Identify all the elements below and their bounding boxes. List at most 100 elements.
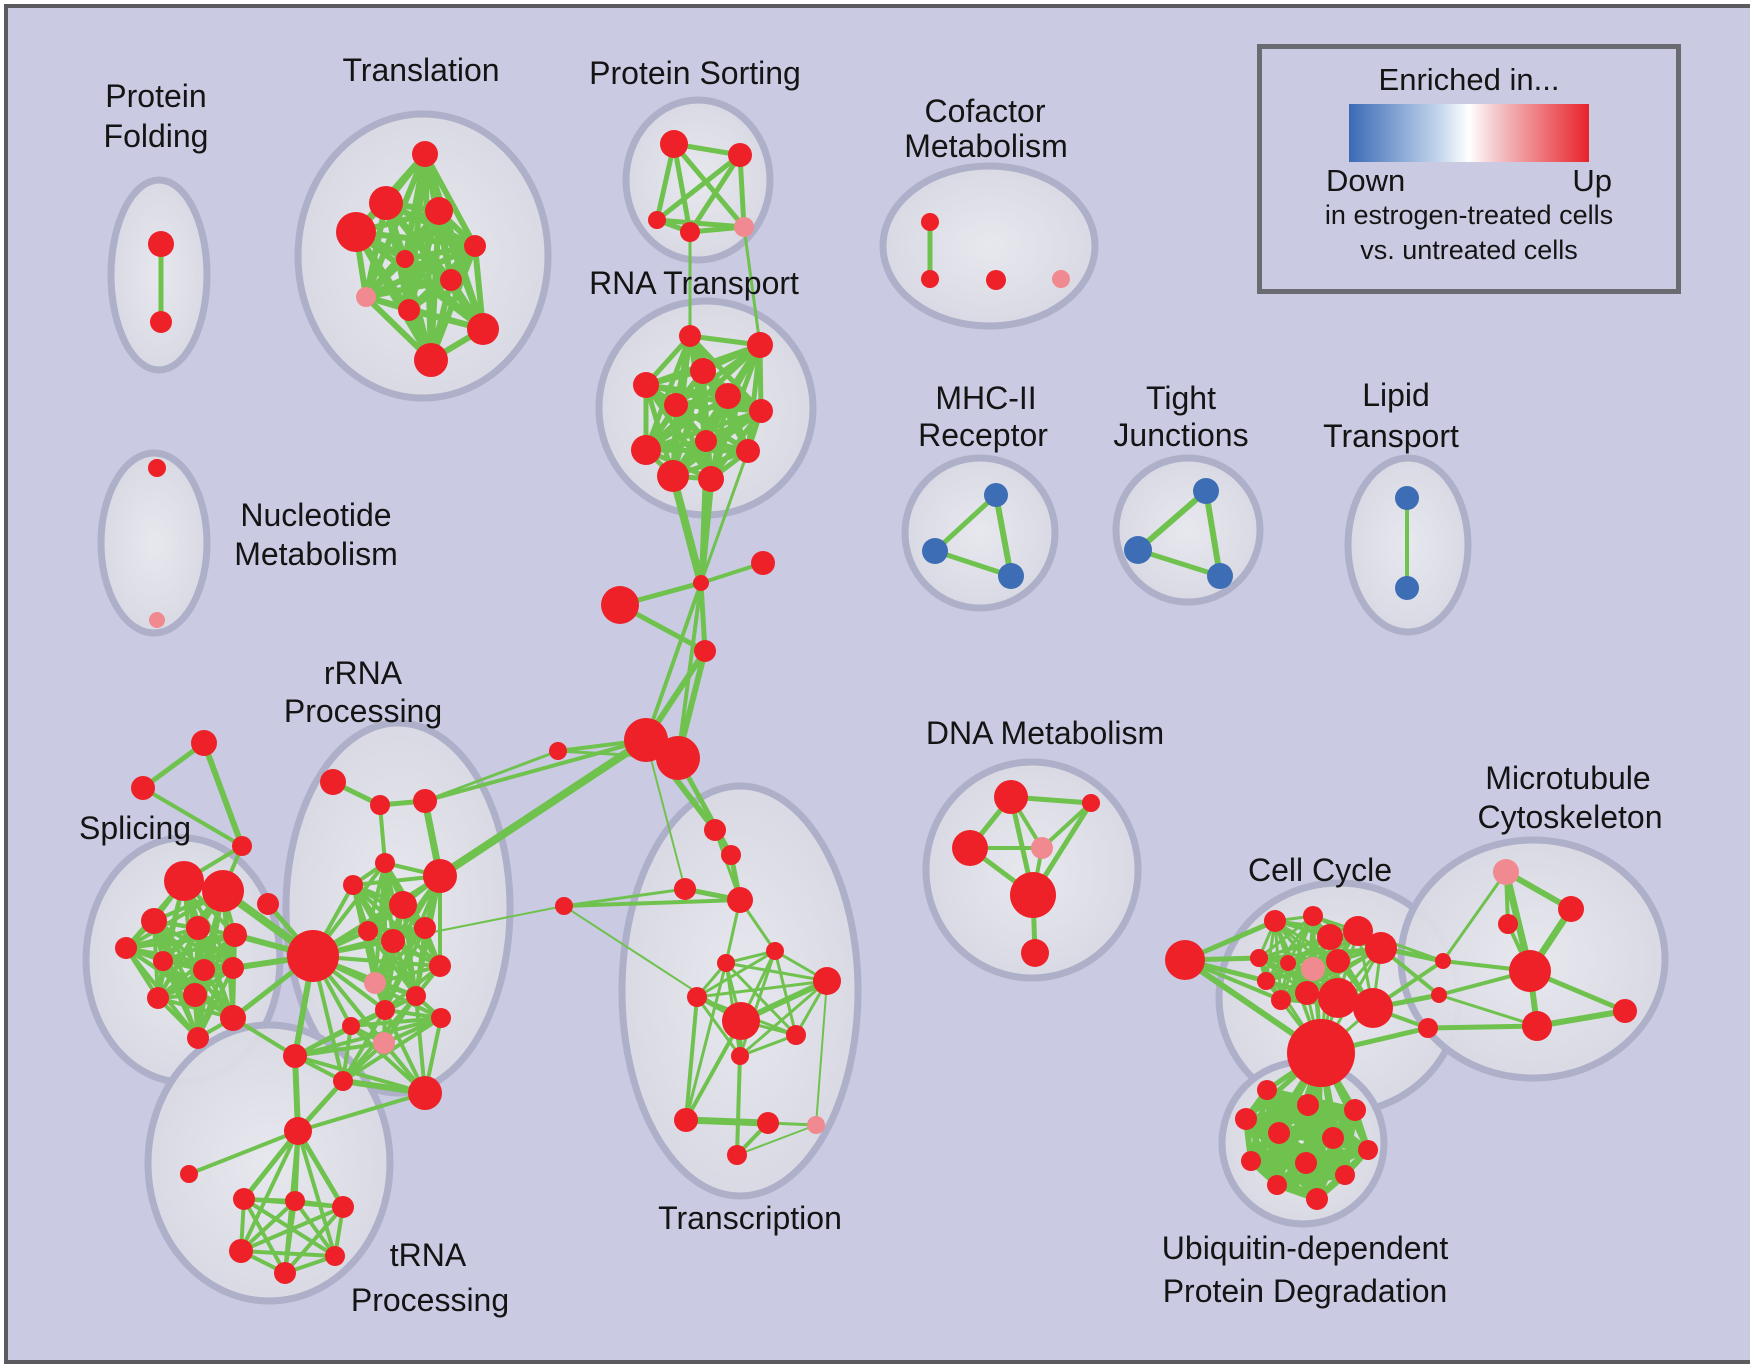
network-node-protein_sorting [660, 130, 688, 158]
network-node-cellcycle [1343, 916, 1373, 946]
network-node-splicing [164, 861, 204, 901]
legend-endpoint-labels: Down Up [1326, 164, 1612, 198]
network-node-ubiquitin [1358, 1140, 1378, 1160]
network-edge [296, 1129, 337, 1258]
network-node-core [656, 736, 700, 780]
network-node-translation [369, 186, 403, 220]
cluster-label-splicing: Splicing [79, 810, 191, 846]
network-node-rna_transport [657, 460, 689, 492]
network-node-rrna [375, 1000, 395, 1020]
network-node-cellcycle [1250, 949, 1268, 967]
legend-subtitle-line1: in estrogen-treated cells [1324, 200, 1614, 230]
network-node-dna [994, 780, 1028, 814]
network-edge [1135, 488, 1209, 553]
network-edge [242, 1197, 287, 1275]
network-node-rna_transport [679, 325, 701, 347]
network-node-translation [425, 197, 453, 225]
network-node-rna_transport [736, 439, 760, 463]
network-node-splicing [186, 916, 210, 940]
network-node-transcription [766, 942, 784, 960]
network-edge [932, 548, 1014, 579]
network-edge [736, 1124, 817, 1156]
network-node-rrna [429, 955, 451, 977]
network-node-splicing [220, 1005, 246, 1031]
network-node-dna [1010, 872, 1056, 918]
legend: Enriched in... Down Up in estrogen-treat… [1257, 44, 1681, 294]
network-node-rrna [320, 769, 346, 795]
network-edge [239, 1199, 297, 1253]
network-node-splicing [141, 908, 167, 934]
cluster-ellipse-nucleotide [97, 449, 211, 637]
network-edge [562, 898, 742, 908]
network-edge [423, 749, 560, 803]
network-edge [293, 1199, 337, 1258]
network-edge [745, 342, 763, 454]
network-node-trna [180, 1165, 198, 1183]
network-node-transcription [674, 878, 696, 900]
network-node-cellcycle [1301, 957, 1325, 981]
network-edge [295, 1128, 346, 1210]
network-node-trna [274, 1262, 296, 1284]
network-edge [296, 1091, 427, 1133]
network-node-dna [1082, 794, 1100, 812]
network-node-cellcycle [1264, 910, 1286, 932]
network-node-tight [1207, 563, 1233, 589]
network-node-translation [336, 212, 376, 252]
network-node-splicing [223, 923, 247, 947]
network-edge [742, 225, 762, 347]
network-node-rrna [389, 891, 417, 919]
network-edge [815, 980, 828, 1126]
network-node-splicing [147, 987, 169, 1009]
legend-up-label: Up [1572, 163, 1612, 198]
network-node-microtubule [1435, 953, 1451, 969]
cluster-label-trna: Processing [351, 1282, 509, 1318]
cluster-label-tight: Junctions [1113, 417, 1248, 453]
network-node-translation [412, 141, 438, 167]
network-edge [562, 887, 687, 908]
network-node-rrna [358, 921, 378, 941]
network-node-microtubule [1522, 1011, 1552, 1041]
cluster-label-protein_sorting: Protein Sorting [589, 55, 801, 91]
network-edge [682, 1116, 772, 1127]
network-node-microtubule [1498, 914, 1518, 934]
network-node-ubiquitin [1297, 1094, 1319, 1116]
network-node-splice_sat [232, 836, 252, 856]
network-node-cofactor [1052, 270, 1070, 288]
network-node-cellcycle [1271, 990, 1291, 1010]
network-node-transcription [717, 954, 735, 972]
cluster-label-cofactor: Cofactor [925, 93, 1046, 129]
network-node-rrna [408, 1076, 442, 1110]
network-edge [654, 152, 743, 223]
network-node-splicing [153, 951, 173, 971]
cluster-label-rna_transport: RNA Transport [589, 265, 799, 301]
network-edge [699, 449, 750, 585]
network-node-dna [1021, 939, 1049, 967]
network-node-tight [1124, 536, 1152, 564]
network-edge [436, 736, 650, 880]
network-edge [684, 995, 699, 1122]
network-edge [1441, 870, 1508, 963]
network-edge [1203, 488, 1223, 579]
network-node-rrna [406, 986, 426, 1006]
network-node-nucleotide [149, 612, 165, 628]
network-edge [124, 933, 237, 950]
network-node-transcription [704, 819, 726, 841]
network-node-rrna [375, 853, 395, 873]
network-node-ubiquitin [1257, 1080, 1277, 1100]
network-node-translation [467, 313, 499, 345]
cluster-label-transcription: Transcription [658, 1200, 842, 1236]
figure-canvas: Protein Folding Translation Protein Sorting… [4, 4, 1750, 1364]
network-node-protein_folding [150, 311, 172, 333]
network-node-ubiquitin [1241, 1151, 1261, 1171]
network-node-rrna [333, 1071, 353, 1091]
network-node-translation [356, 287, 376, 307]
network-edge [1425, 1023, 1540, 1031]
network-node-rrna [283, 1044, 307, 1068]
cluster-label-microtubule: Cytoskeleton [1478, 799, 1663, 835]
network-node-cellcycle [1365, 932, 1397, 964]
network-node-splicing [202, 870, 244, 912]
network-edge [1257, 946, 1383, 960]
network-node-rrna [343, 875, 363, 895]
legend-gradient-bar [1349, 104, 1589, 162]
network-node-transcription [813, 967, 841, 995]
